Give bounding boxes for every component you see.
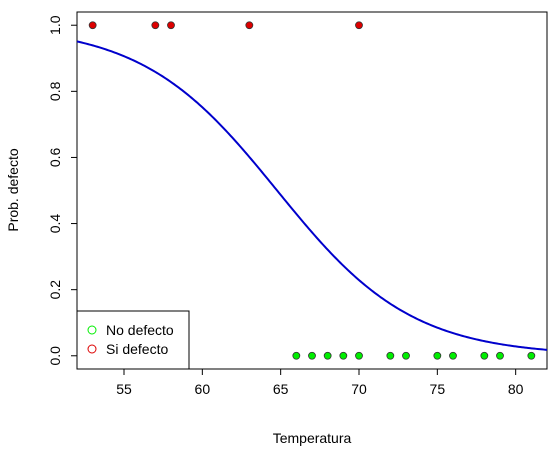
y-axis: 0.0 0.2 0.4 0.6 0.8 1.0 — [47, 15, 77, 366]
legend-marker-no-defecto — [87, 325, 97, 335]
point-no-defecto-2 — [323, 351, 332, 360]
fit-curve — [76, 40, 548, 351]
point-no-defecto-4 — [355, 351, 363, 360]
point-no-defecto-7 — [433, 351, 442, 360]
y-tick-label-0: 0.0 — [47, 346, 63, 366]
point-si-defecto-1 — [151, 21, 160, 30]
fit-curve-layer — [76, 40, 548, 351]
x-axis: 55 60 65 70 75 80 — [116, 369, 524, 397]
point-si-defecto-0 — [88, 21, 97, 30]
point-no-defecto-0 — [292, 351, 301, 360]
x-tick-label-75: 75 — [430, 381, 446, 397]
legend-label-no-defecto: No defecto — [106, 322, 174, 338]
plot-area-frame — [76, 11, 548, 370]
x-tick-label-55: 55 — [116, 381, 132, 397]
x-tick-label-60: 60 — [195, 381, 211, 397]
y-tick-label-5: 1.0 — [47, 15, 63, 35]
point-no-defecto-1 — [308, 351, 316, 360]
x-tick-label-65: 65 — [273, 381, 289, 397]
x-tick-label-70: 70 — [351, 381, 367, 397]
data-points-layer — [88, 21, 536, 360]
y-tick-label-1: 0.2 — [47, 280, 63, 300]
y-tick-label-4: 0.8 — [47, 81, 63, 101]
y-axis-label: Prob. defecto — [5, 148, 21, 231]
x-axis-label: Temperatura — [273, 430, 352, 446]
legend-marker-si-defecto — [87, 344, 97, 354]
point-no-defecto-6 — [402, 351, 410, 360]
x-tick-label-80: 80 — [508, 381, 524, 397]
point-no-defecto-11 — [527, 351, 536, 360]
point-si-defecto-3 — [245, 21, 254, 30]
y-tick-label-2: 0.4 — [47, 214, 63, 234]
point-no-defecto-9 — [480, 351, 489, 360]
point-si-defecto-4 — [355, 21, 363, 30]
legend: No defecto Si defecto — [76, 310, 190, 370]
legend-box — [76, 310, 190, 370]
y-tick-label-3: 0.6 — [47, 148, 63, 168]
point-si-defecto-2 — [167, 21, 175, 30]
legend-label-si-defecto: Si defecto — [106, 341, 168, 357]
point-no-defecto-5 — [386, 351, 395, 360]
point-no-defecto-8 — [449, 351, 457, 360]
point-no-defecto-10 — [496, 351, 504, 360]
point-no-defecto-3 — [339, 351, 348, 360]
